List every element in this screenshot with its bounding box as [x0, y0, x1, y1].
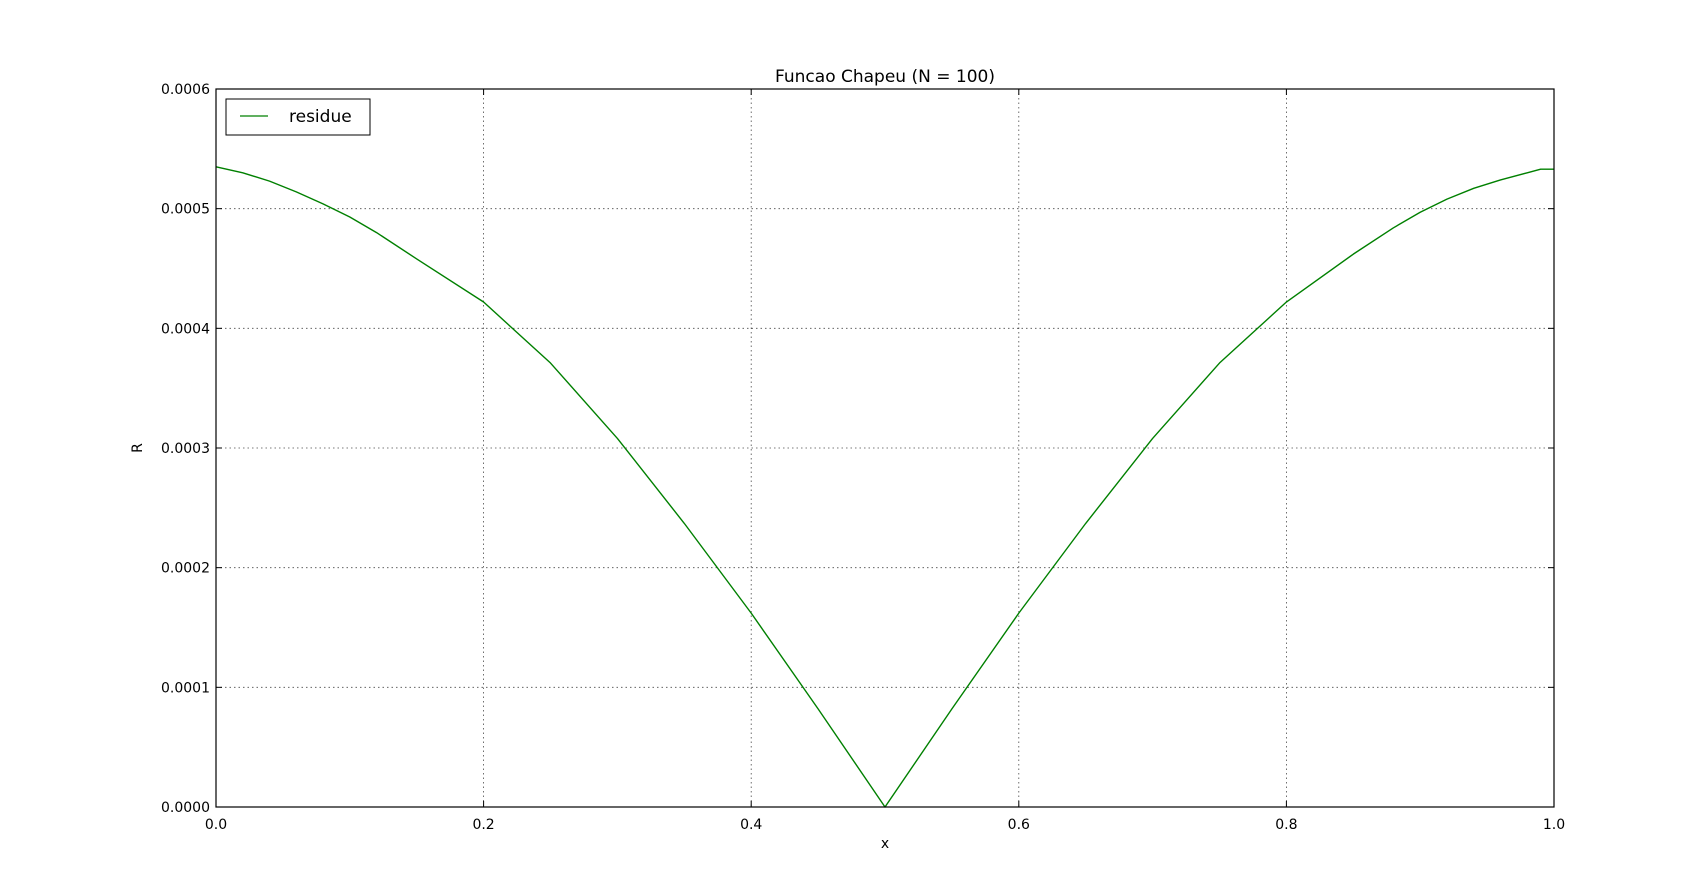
x-tick-label: 1.0 [1543, 817, 1565, 833]
legend-box [225, 98, 371, 136]
y-tick-label: 0.0006 [161, 82, 210, 98]
legend-label-residue: residue [289, 107, 352, 127]
y-tick-label: 0.0004 [161, 321, 210, 337]
legend: residue [225, 98, 371, 136]
y-axis-label: R [130, 443, 146, 453]
y-tick-label: 0.0001 [161, 680, 210, 696]
tick-labels: 0.0 0.2 0.4 0.6 0.8 1.0 0.0000 0.0001 0.0002 0.00… [161, 82, 1565, 833]
y-tick-label: 0.0005 [161, 202, 210, 218]
x-tick-label: 0.2 [472, 817, 494, 833]
series-layer [215, 166, 1554, 808]
x-tick-label: 0.0 [205, 817, 227, 833]
x-tick-label: 0.4 [740, 817, 762, 833]
series-line-residue [215, 166, 1554, 808]
x-tick-label: 0.8 [1275, 817, 1297, 833]
x-axis-label: x [881, 836, 889, 852]
x-tick-label: 0.6 [1008, 817, 1030, 833]
y-tick-label: 0.0002 [161, 561, 210, 577]
chart-title: Funcao Chapeu (N = 100) [775, 67, 995, 87]
y-tick-label: 0.0000 [161, 800, 210, 816]
y-tick-label: 0.0003 [161, 441, 210, 457]
ticks [215, 88, 1555, 808]
plot-area [216, 89, 1554, 807]
